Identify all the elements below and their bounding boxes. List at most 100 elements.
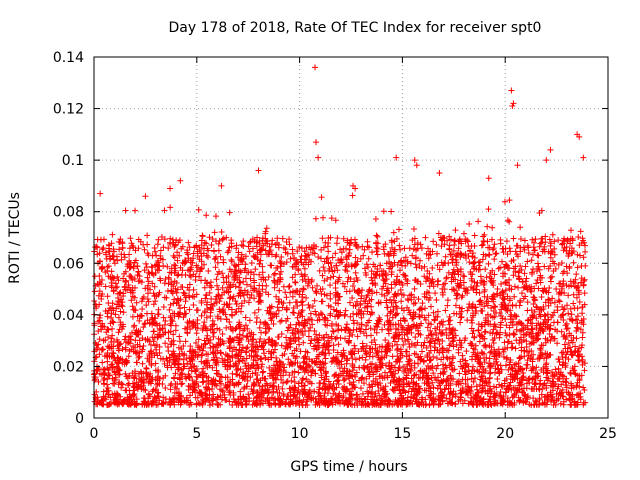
data-point <box>523 275 530 282</box>
data-point <box>236 331 243 338</box>
data-point <box>420 374 427 381</box>
data-point <box>303 376 310 383</box>
data-point <box>167 314 174 321</box>
data-point <box>108 268 115 275</box>
data-point <box>413 351 420 358</box>
data-point <box>430 384 437 391</box>
data-point <box>301 353 308 360</box>
data-point <box>277 363 284 370</box>
data-point <box>455 349 462 356</box>
data-point <box>333 262 340 269</box>
data-point <box>259 361 266 368</box>
data-point <box>399 386 406 393</box>
data-point <box>432 325 439 332</box>
data-point <box>250 271 257 278</box>
data-point <box>300 375 307 382</box>
data-point <box>296 320 303 327</box>
data-point <box>213 396 220 403</box>
data-point <box>325 302 332 309</box>
data-point <box>165 275 172 282</box>
data-point <box>94 244 101 251</box>
data-point <box>469 319 476 326</box>
data-point <box>358 376 365 383</box>
data-point <box>196 389 203 396</box>
data-point <box>283 239 290 246</box>
data-point <box>297 348 304 355</box>
data-point <box>574 264 581 271</box>
data-point <box>174 380 181 387</box>
data-point <box>162 385 169 392</box>
data-point <box>96 370 103 377</box>
data-point <box>115 303 122 310</box>
data-point <box>352 302 359 309</box>
data-point <box>478 349 485 356</box>
data-point <box>223 234 230 241</box>
data-point <box>104 376 111 383</box>
data-point <box>156 267 163 274</box>
data-point <box>488 388 495 395</box>
data-point <box>171 269 178 276</box>
data-point <box>170 300 177 307</box>
data-point <box>262 375 269 382</box>
data-point <box>442 386 449 393</box>
data-point <box>133 299 140 306</box>
data-point <box>516 302 523 309</box>
data-point <box>360 380 367 387</box>
data-point <box>581 242 588 249</box>
data-point <box>212 264 219 271</box>
data-point <box>428 332 435 339</box>
data-point <box>470 285 477 292</box>
data-point <box>191 293 198 300</box>
data-point <box>498 281 505 288</box>
data-point <box>228 256 235 263</box>
data-point <box>232 298 239 305</box>
data-point <box>350 326 357 333</box>
data-point <box>301 369 308 376</box>
data-point <box>144 250 151 257</box>
data-point <box>318 246 325 253</box>
data-point <box>131 390 138 397</box>
data-point <box>512 313 519 320</box>
data-point <box>482 375 489 382</box>
data-point <box>92 376 99 383</box>
data-point <box>233 245 240 252</box>
data-point <box>157 277 164 284</box>
data-point <box>339 280 346 287</box>
data-point <box>502 279 509 286</box>
data-point <box>532 236 539 243</box>
data-point <box>544 350 551 357</box>
data-point <box>243 355 250 362</box>
data-point <box>235 305 242 312</box>
data-point <box>447 317 454 324</box>
data-point <box>369 353 376 360</box>
data-point <box>442 307 449 314</box>
data-point <box>229 312 236 319</box>
data-point <box>564 270 571 277</box>
data-point <box>484 238 491 245</box>
data-point <box>577 252 584 259</box>
data-point <box>508 340 515 347</box>
data-point <box>370 261 377 268</box>
data-point <box>186 286 193 293</box>
data-point <box>146 338 153 345</box>
data-point <box>358 314 365 321</box>
data-point <box>258 246 265 253</box>
data-point <box>454 267 461 274</box>
data-point <box>142 387 149 394</box>
data-point <box>544 324 551 331</box>
data-point <box>503 322 510 329</box>
data-point <box>327 282 334 289</box>
data-point <box>189 377 196 384</box>
data-point <box>132 370 139 377</box>
data-point <box>538 293 545 300</box>
data-point <box>501 264 508 271</box>
data-point <box>568 227 575 234</box>
data-point <box>481 231 488 238</box>
data-point <box>500 270 507 277</box>
data-point <box>351 364 358 371</box>
data-point <box>476 262 483 269</box>
data-point <box>436 266 443 273</box>
data-point <box>308 372 315 379</box>
data-point <box>434 313 441 320</box>
data-point <box>161 360 168 367</box>
